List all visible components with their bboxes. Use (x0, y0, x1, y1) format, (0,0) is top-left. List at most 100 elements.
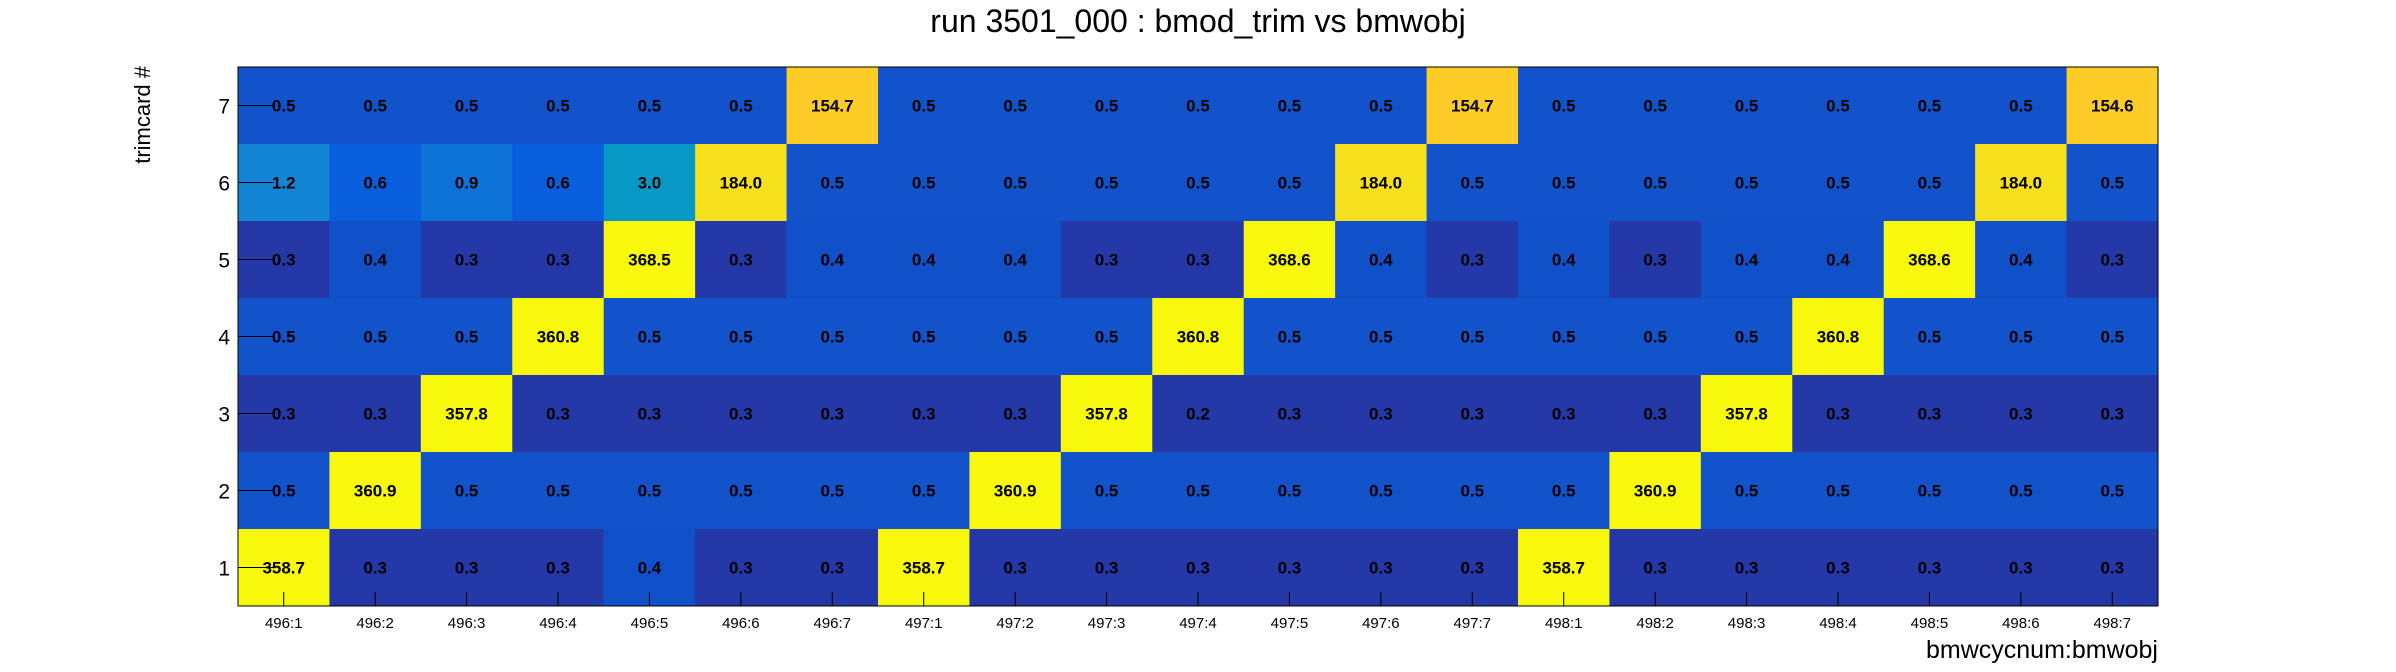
cell-value-label: 0.3 (455, 559, 479, 578)
heatmap-cell (969, 298, 1062, 376)
cell-value-label: 0.5 (729, 482, 753, 501)
cell-value-label: 0.5 (455, 328, 479, 347)
cell-value-label: 0.5 (1918, 482, 1942, 501)
cell-value-label: 0.5 (2100, 482, 2124, 501)
heatmap-cell (695, 298, 788, 376)
cell-value-label: 0.4 (638, 559, 662, 578)
x-tick-label: 496:6 (722, 615, 760, 632)
heatmap-cell (1883, 144, 1976, 222)
cell-value-label: 0.5 (1369, 328, 1393, 347)
heatmap-cell (1518, 67, 1610, 145)
cell-value-label: 0.5 (1278, 97, 1302, 116)
cell-value-label: 0.3 (638, 405, 662, 424)
heatmap-cell (329, 221, 422, 299)
x-tick-label: 497:7 (1454, 615, 1492, 632)
cell-value-label: 0.5 (638, 97, 662, 116)
cell-value-label: 0.5 (1186, 174, 1210, 193)
cell-value-label: 0.5 (2009, 482, 2033, 501)
heatmap-cell (1060, 144, 1153, 222)
cell-value-label: 0.5 (1826, 174, 1850, 193)
x-tick-label: 496:4 (539, 615, 577, 632)
heatmap-cell (420, 67, 513, 145)
x-tick-label: 498:3 (1728, 615, 1766, 632)
x-tick-label: 498:4 (1819, 615, 1857, 632)
cell-value-label: 0.3 (1003, 405, 1027, 424)
heatmap-cell (1335, 375, 1428, 453)
heatmap-cell (786, 452, 879, 530)
heatmap-cell (603, 67, 696, 145)
cell-value-label: 0.5 (272, 328, 296, 347)
heatmap-cell (329, 144, 422, 222)
cell-value-label: 368.6 (1268, 251, 1311, 270)
heatmap-cell (695, 221, 788, 299)
cell-value-label: 0.6 (546, 174, 570, 193)
heatmap-cell (1975, 375, 2068, 453)
heatmap-cell (512, 375, 605, 453)
heatmap-cell (603, 298, 696, 376)
cell-value-label: 0.5 (1278, 482, 1302, 501)
x-tick-label: 497:1 (905, 615, 943, 632)
cell-value-label: 0.9 (455, 174, 479, 193)
cell-value-label: 358.7 (1542, 559, 1585, 578)
x-tick-label: 498:6 (2002, 615, 2040, 632)
heatmap-cell (1518, 144, 1610, 222)
heatmap-cell (1883, 375, 1976, 453)
cell-value-label: 0.4 (912, 251, 936, 270)
cell-value-label: 184.0 (2000, 174, 2043, 193)
heatmap-cell (1975, 221, 2068, 299)
x-axis-label: bmwcycnum:bmwobj (1926, 636, 2158, 664)
cell-value-label: 0.3 (1460, 251, 1484, 270)
heatmap-cell (878, 67, 970, 145)
heatmap-cell (1883, 221, 1976, 299)
cell-value-label: 0.3 (363, 405, 387, 424)
cell-value-label: 0.3 (1826, 559, 1850, 578)
cell-value-label: 0.5 (1095, 328, 1119, 347)
cell-value-label: 0.5 (912, 328, 936, 347)
heatmap-cell (1335, 67, 1428, 145)
cell-value-label: 0.5 (1552, 97, 1576, 116)
cell-value-label: 0.4 (1735, 251, 1759, 270)
cell-value-label: 0.5 (1460, 328, 1484, 347)
heatmap-cell (603, 221, 696, 299)
heatmap-cell (1518, 375, 1610, 453)
heatmap-cell (420, 452, 513, 530)
heatmap-cell (2066, 375, 2159, 453)
cell-value-label: 360.8 (1177, 328, 1220, 347)
cell-value-label: 0.5 (1003, 328, 1027, 347)
cell-value-label: 0.5 (729, 328, 753, 347)
heatmap-cell (1060, 375, 1153, 453)
cell-value-label: 0.5 (1735, 174, 1759, 193)
x-tick-label: 497:5 (1271, 615, 1309, 632)
heatmap-cell (1060, 298, 1153, 376)
cell-value-label: 368.5 (628, 251, 671, 270)
heatmap-cell (2066, 144, 2159, 222)
cell-value-label: 0.5 (1460, 482, 1484, 501)
cell-value-label: 0.5 (2009, 97, 2033, 116)
cell-value-label: 0.5 (1095, 97, 1119, 116)
heatmap-cell (1700, 221, 1793, 299)
heatmap-cell (1518, 298, 1610, 376)
heatmap-cell (786, 221, 879, 299)
cell-value-label: 0.5 (1735, 97, 1759, 116)
cell-value-label: 0.4 (1552, 251, 1576, 270)
cell-value-label: 0.5 (912, 482, 936, 501)
heatmap-cell (1335, 298, 1428, 376)
heatmap-cell (1243, 144, 1336, 222)
y-tick-label: 4 (218, 327, 230, 350)
heatmap-cell (1700, 298, 1793, 376)
cell-value-label: 0.5 (1918, 174, 1942, 193)
heatmap-cell (1792, 144, 1885, 222)
heatmap-cell (1152, 221, 1245, 299)
cell-value-label: 0.3 (820, 405, 844, 424)
heatmap-cell (512, 221, 605, 299)
cell-value-label: 0.5 (272, 97, 296, 116)
y-tick-label: 2 (218, 481, 230, 504)
cell-value-label: 0.5 (1095, 174, 1119, 193)
heatmap-cell (420, 221, 513, 299)
heatmap-cell (512, 452, 605, 530)
cell-value-label: 0.4 (363, 251, 387, 270)
heatmap-cell (695, 67, 788, 145)
cell-value-label: 0.4 (1369, 251, 1393, 270)
cell-value-label: 0.5 (820, 482, 844, 501)
heatmap-cells (238, 67, 2159, 607)
